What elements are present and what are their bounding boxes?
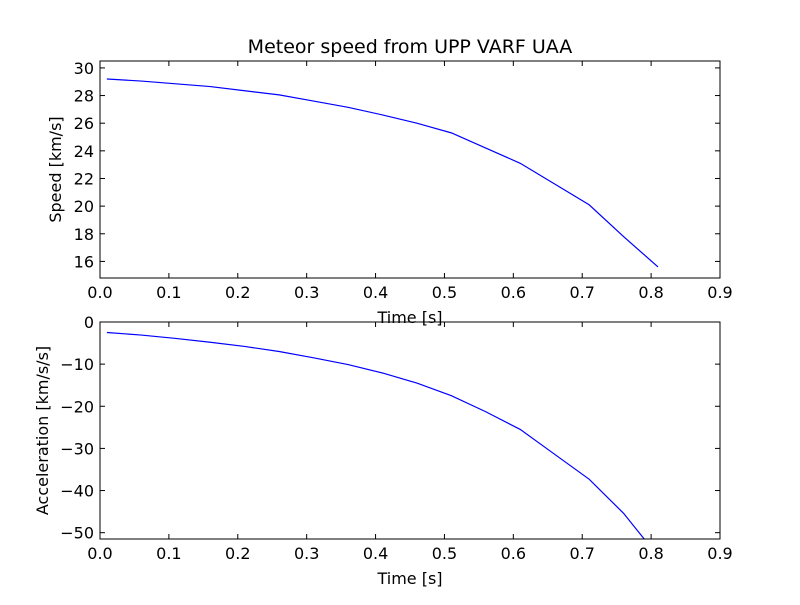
- accel-y-tick-label: −30: [60, 439, 94, 458]
- speed-x-tick-label: 0.6: [501, 283, 526, 302]
- accel-x-tick-label: 0.1: [156, 544, 181, 563]
- accel-y-tick-label: 0: [84, 313, 94, 332]
- accel-x-tick-label: 0.4: [363, 544, 388, 563]
- accel-x-tick-label: 0.9: [707, 544, 732, 563]
- speed-x-tick-label: 0.4: [363, 283, 388, 302]
- speed-x-tick-label: 0.2: [225, 283, 250, 302]
- accel-y-tick-label: −50: [60, 524, 94, 543]
- speed-x-tick-label: 0.1: [156, 283, 181, 302]
- speed-y-tick-label: 28: [74, 87, 94, 106]
- speed-y-tick-label: 30: [74, 59, 94, 78]
- speed-x-tick-label: 0.9: [707, 283, 732, 302]
- accel-y-tick-label: −40: [60, 482, 94, 501]
- speed-series-line: [106, 78, 659, 268]
- speed-x-tick-label: 0.8: [638, 283, 663, 302]
- speed-y-tick-label: 16: [74, 252, 94, 271]
- accel-y-tick-label: −10: [60, 355, 94, 374]
- accel-y-axis-label: Acceleration [km/s/s]: [33, 346, 52, 515]
- accel-panel: 0.0 0.1 0.2 0.3 0.4 0.5 0.6 0.7 0.8 0.9 −50 −40 −30 −…: [33, 313, 733, 588]
- accel-x-tick-label: 0.3: [294, 544, 319, 563]
- accel-x-tick-label: 0.2: [225, 544, 250, 563]
- speed-y-tick-label: 24: [74, 142, 94, 161]
- speed-x-tick-label: 0.3: [294, 283, 319, 302]
- speed-y-tick-label: 26: [74, 114, 94, 133]
- speed-x-tick-label: 0.5: [432, 283, 457, 302]
- speed-x-tick-label: 0.0: [87, 283, 112, 302]
- speed-x-tick-label: 0.7: [569, 283, 594, 302]
- speed-y-tick-label: 22: [74, 169, 94, 188]
- accel-x-tick-label: 0.5: [432, 544, 457, 563]
- accel-series-line: [106, 331, 645, 540]
- speed-panel: 0.0 0.1 0.2 0.3 0.4 0.5 0.6 0.7 0.8 0.9 16 18 20 22 24…: [46, 59, 733, 327]
- chart-title: Meteor speed from UPP VARF UAA: [248, 36, 573, 58]
- speed-y-tick-label: 20: [74, 197, 94, 216]
- speed-y-tick-label: 18: [74, 225, 94, 244]
- speed-y-axis-label: Speed [km/s]: [46, 116, 65, 222]
- accel-x-tick-label: 0.7: [569, 544, 594, 563]
- speed-axes-frame: [99, 60, 721, 279]
- accel-x-tick-label: 0.0: [87, 544, 112, 563]
- accel-y-tick-label: −20: [60, 397, 94, 416]
- accel-axes-frame: [99, 321, 721, 540]
- accel-x-tick-label: 0.8: [638, 544, 663, 563]
- accel-x-axis-label: Time [s]: [376, 569, 442, 588]
- accel-x-tick-label: 0.6: [501, 544, 526, 563]
- speed-x-axis-label: Time [s]: [376, 308, 442, 327]
